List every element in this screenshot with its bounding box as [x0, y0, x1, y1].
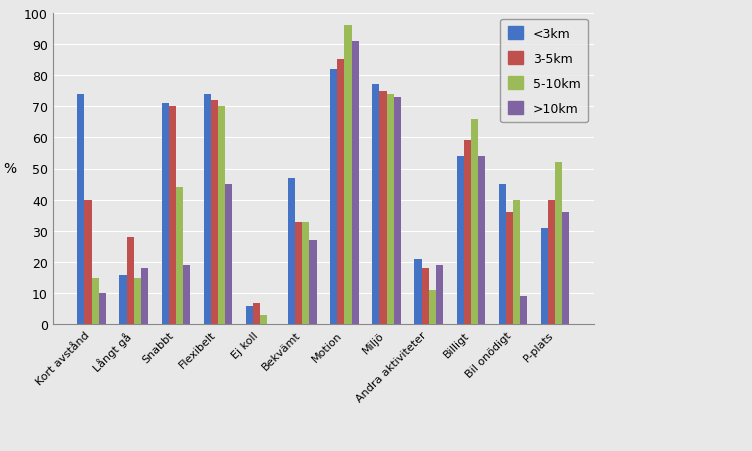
Bar: [183, 266, 190, 325]
Bar: [176, 188, 183, 325]
Bar: [295, 222, 302, 325]
Bar: [548, 200, 555, 325]
Bar: [134, 278, 141, 325]
Bar: [120, 275, 126, 325]
Bar: [225, 185, 232, 325]
Bar: [310, 241, 317, 325]
Bar: [380, 91, 387, 325]
Bar: [499, 185, 506, 325]
Bar: [204, 94, 211, 325]
Bar: [541, 228, 548, 325]
Bar: [337, 60, 344, 325]
Bar: [555, 163, 562, 325]
Bar: [99, 294, 106, 325]
Bar: [456, 156, 464, 325]
Bar: [218, 107, 225, 325]
Bar: [260, 315, 267, 325]
Bar: [141, 269, 148, 325]
Bar: [352, 41, 359, 325]
Bar: [92, 278, 99, 325]
Y-axis label: %: %: [4, 162, 17, 176]
Bar: [520, 297, 527, 325]
Bar: [372, 85, 380, 325]
Bar: [302, 222, 310, 325]
Bar: [506, 213, 513, 325]
Bar: [77, 94, 84, 325]
Bar: [562, 213, 569, 325]
Bar: [162, 104, 168, 325]
Bar: [513, 200, 520, 325]
Bar: [288, 179, 295, 325]
Bar: [429, 290, 436, 325]
Bar: [478, 156, 485, 325]
Bar: [168, 107, 176, 325]
Bar: [436, 266, 443, 325]
Bar: [464, 141, 471, 325]
Bar: [344, 26, 352, 325]
Bar: [253, 303, 260, 325]
Bar: [414, 259, 422, 325]
Bar: [394, 97, 401, 325]
Bar: [422, 269, 429, 325]
Bar: [84, 200, 92, 325]
Legend: <3km, 3-5km, 5-10km, >10km: <3km, 3-5km, 5-10km, >10km: [500, 20, 588, 123]
Bar: [330, 69, 337, 325]
Bar: [387, 94, 394, 325]
Bar: [471, 120, 478, 325]
Bar: [211, 101, 218, 325]
Bar: [246, 306, 253, 325]
Bar: [126, 238, 134, 325]
